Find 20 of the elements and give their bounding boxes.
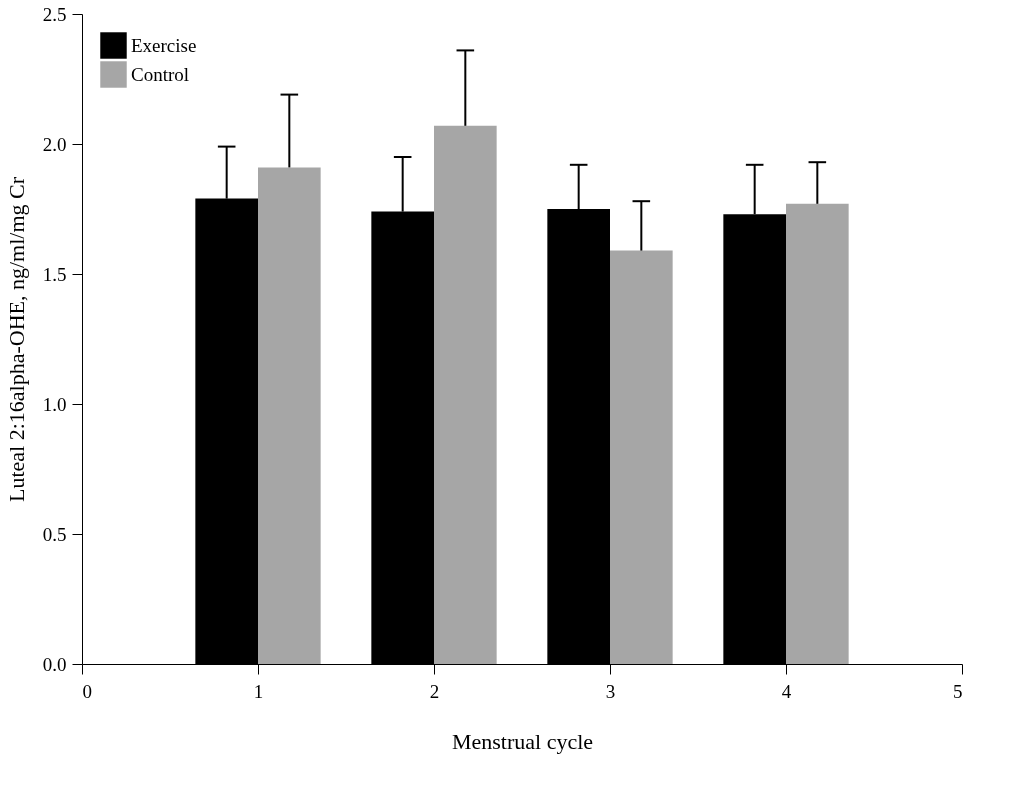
y-tick-label: 2.0: [42, 133, 67, 155]
bar: [434, 125, 497, 664]
x-tick-label: 3: [605, 680, 616, 702]
x-tick-label: 0: [82, 680, 92, 702]
x-tick-label: 2: [429, 680, 440, 702]
y-tick-label: 1.5: [42, 263, 67, 285]
y-axis-title: Luteal 2:16alpha-OHE, ng/ml/mg Cr: [3, 176, 29, 503]
x-tick-label: 1: [253, 680, 264, 702]
bar: [786, 203, 849, 664]
bar: [258, 167, 321, 664]
legend-label: Exercise: [131, 34, 197, 56]
y-tick-label: 1.0: [42, 393, 67, 415]
x-tick-label: 4: [781, 680, 792, 702]
legend-label: Control: [131, 63, 190, 85]
y-tick-label: 0.0: [42, 653, 67, 675]
x-axis-title: Menstrual cycle: [451, 728, 594, 754]
y-tick-label: 2.5: [42, 3, 67, 25]
bar: [610, 250, 673, 664]
y-tick-label: 0.5: [42, 523, 67, 545]
x-tick-label: 5: [953, 680, 963, 702]
